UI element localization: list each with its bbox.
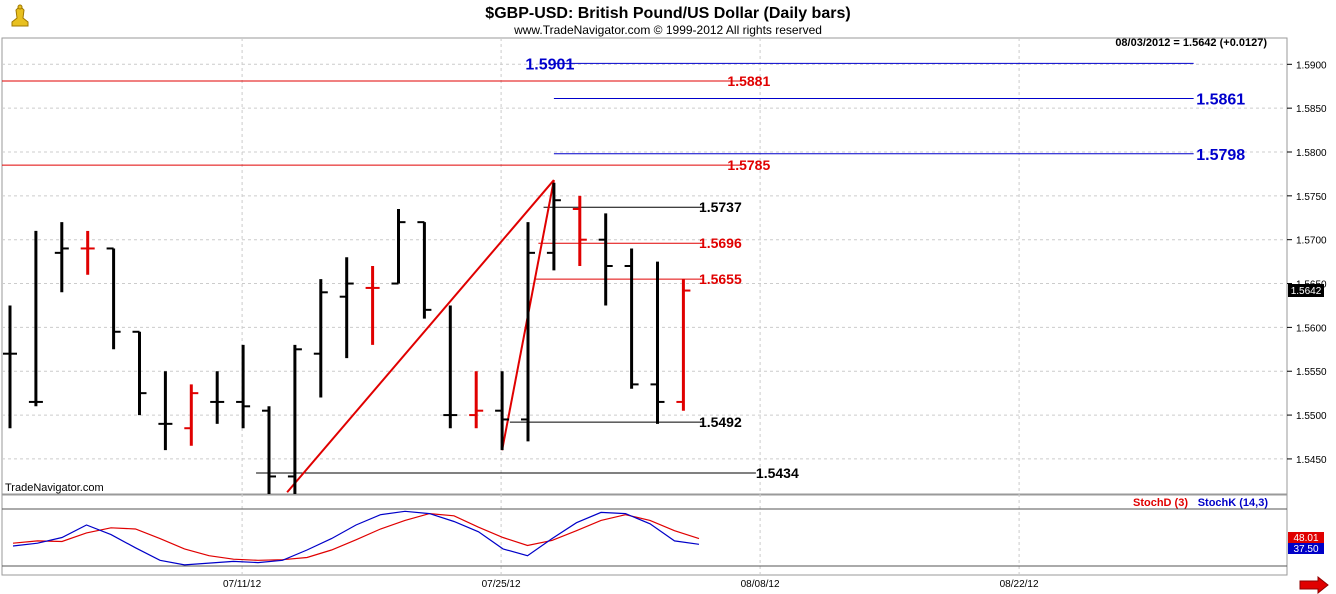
ohlc-bar — [546, 182, 561, 271]
ohlc-bar — [495, 371, 510, 451]
y-tick-label: 1.5450 — [1296, 455, 1327, 466]
ohlc-bars — [3, 182, 691, 494]
price-panel-frame — [1, 37, 1288, 495]
scroll-right-arrow-icon[interactable] — [1299, 575, 1329, 594]
watermark-text: TradeNavigator.com — [5, 482, 104, 494]
ohlc-bar — [184, 384, 199, 446]
ohlc-bar — [443, 305, 458, 429]
stochastic-panel — [2, 508, 1287, 567]
x-tick-label: 07/25/12 — [482, 579, 521, 590]
y-tick-label: 1.5800 — [1296, 148, 1327, 159]
stochd-line — [12, 512, 700, 561]
ohlc-bar — [236, 344, 251, 429]
x-tick-label: 07/11/12 — [223, 579, 262, 590]
price-levels: 1.5901 1.5881 1.5861 1.5798 1.5785 1.5737 1.56… — [2, 56, 1245, 481]
price-level-label: 1.5901 — [525, 56, 574, 73]
y-tick-label: 1.5700 — [1296, 236, 1327, 247]
last-price-label: 1.5642 — [1291, 286, 1322, 297]
y-tick-label: 1.5600 — [1296, 323, 1327, 334]
gold-bell-icon[interactable] — [11, 4, 29, 27]
grid-lines — [2, 38, 1287, 575]
ohlc-bar — [598, 213, 613, 306]
chart-title: $GBP-USD: British Pound/US Dollar (Daily… — [485, 5, 850, 22]
ohlc-bar — [521, 222, 535, 442]
y-tick-label: 1.5500 — [1296, 411, 1327, 422]
ohlc-bar — [210, 371, 225, 424]
trendline — [286, 179, 555, 493]
copyright-notice: www.TradeNavigator.com © 1999-2012 All r… — [513, 23, 822, 37]
ohlc-bar — [391, 209, 406, 285]
price-axis: 1.59001.58501.58001.57501.57001.56501.56… — [1287, 60, 1327, 466]
ohlc-bar — [106, 247, 121, 350]
x-tick-label: 08/22/12 — [1000, 579, 1039, 590]
price-level-label: 1.5798 — [1196, 147, 1245, 164]
last-quote: 08/03/2012 = 1.5642 (+0.0127) — [1115, 37, 1267, 49]
ohlc-bar — [28, 230, 43, 407]
stochd-legend: StochD (3) — [1133, 497, 1188, 509]
stochd-value: 48.01 — [1293, 533, 1318, 544]
ohlc-bar — [339, 257, 354, 359]
price-level-label: 1.5861 — [1196, 92, 1245, 109]
y-tick-label: 1.5900 — [1296, 60, 1327, 71]
ohlc-bar — [158, 371, 173, 451]
price-level-label: 1.5655 — [699, 271, 742, 287]
y-tick-label: 1.5850 — [1296, 104, 1327, 115]
stochk-value: 37.50 — [1293, 544, 1318, 555]
stochk-line — [12, 510, 700, 566]
ohlc-bar — [624, 248, 639, 389]
stochk-legend: StochK (14,3) — [1198, 497, 1269, 509]
y-tick-label: 1.5750 — [1296, 192, 1327, 203]
last-price-marker: 1.5642 — [1288, 284, 1324, 297]
ohlc-bar — [572, 195, 587, 266]
price-level-label: 1.5434 — [756, 465, 799, 481]
stoch-panel-frame — [1, 494, 1288, 576]
ohlc-bar — [3, 305, 17, 429]
ohlc-bar — [365, 266, 380, 345]
ohlc-bar — [417, 221, 432, 319]
ohlc-bar — [650, 261, 665, 424]
price-level-label: 1.5492 — [699, 414, 742, 430]
ohlc-bar — [54, 222, 69, 293]
price-level-label: 1.5881 — [727, 73, 770, 89]
ohlc-bar — [313, 279, 328, 398]
ohlc-bar — [132, 330, 147, 416]
y-tick-label: 1.5550 — [1296, 367, 1327, 378]
trendlines — [286, 179, 555, 493]
ohlc-bar — [262, 406, 276, 494]
ohlc-bar — [287, 344, 302, 494]
ohlc-bar — [676, 279, 691, 411]
price-level-label: 1.5696 — [699, 235, 742, 251]
stoch-value-markers: 48.01 37.50 — [1288, 532, 1324, 555]
ohlc-bar — [469, 371, 484, 429]
price-level-label: 1.5737 — [699, 199, 742, 215]
ohlc-bar — [80, 230, 95, 275]
price-level-label: 1.5785 — [727, 157, 770, 173]
x-tick-label: 08/08/12 — [741, 579, 780, 590]
date-axis: 07/11/12 07/25/12 08/08/12 08/22/12 — [223, 579, 1039, 590]
